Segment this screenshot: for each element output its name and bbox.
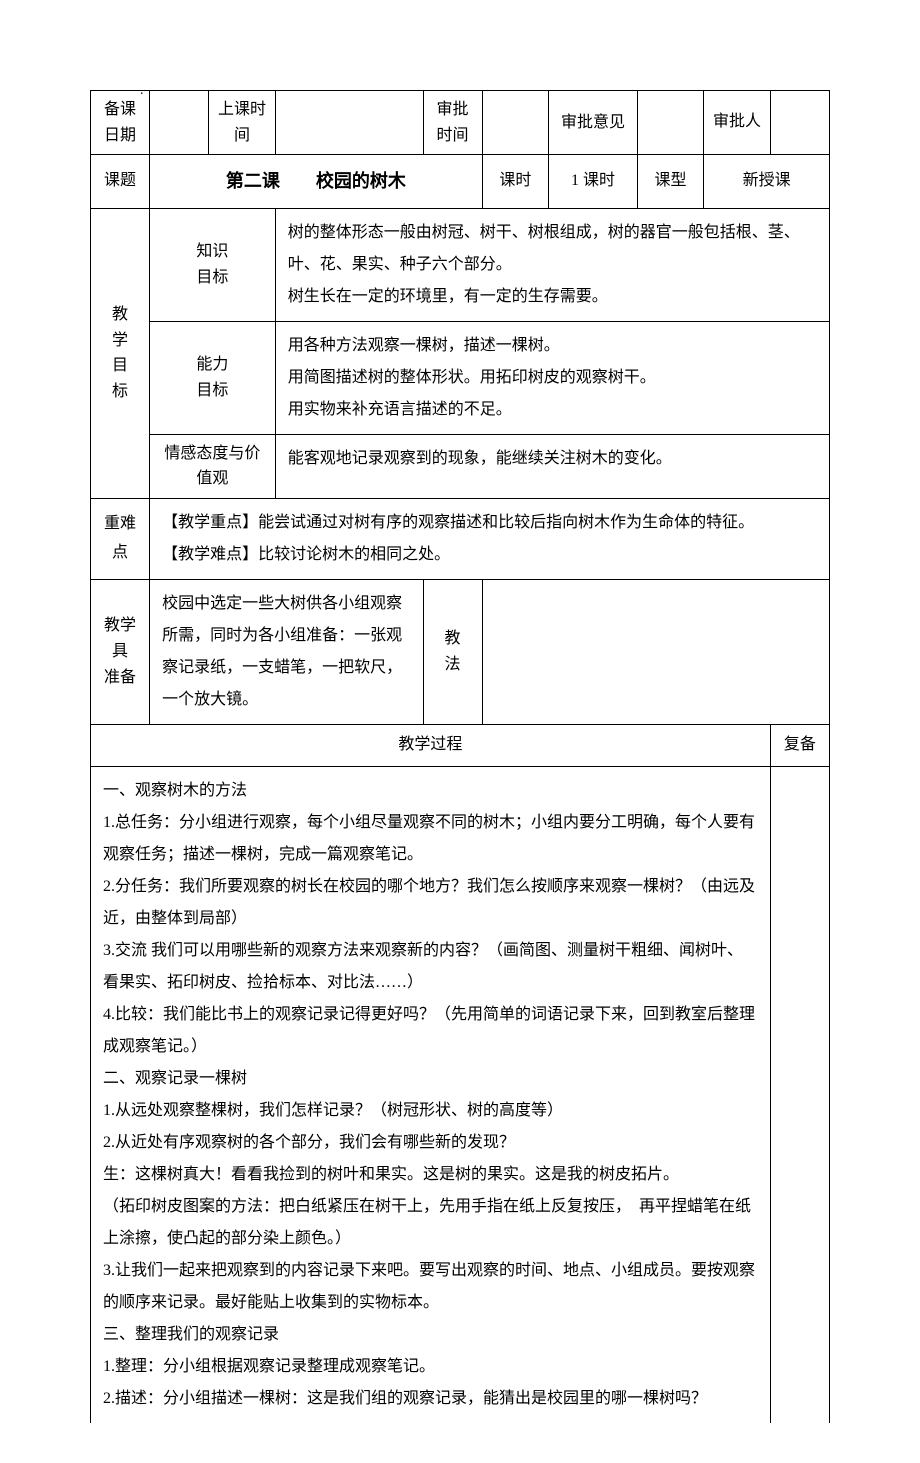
ability-goal-content: 用各种方法观察一棵树，描述一棵树。用简图描述树的整体形状。用拓印树皮的观察树干。… [275,321,829,434]
lesson-title: 第二课 校园的树木 [150,155,483,208]
class-time-label: 上课时间 [209,91,276,155]
fubei-content [770,766,829,1423]
knowledge-goal-label: 知识目标 [150,208,276,321]
process-label: 教学过程 [91,724,771,766]
title-row: 课题 第二课 校园的树木 课时 1 课时 课型 新授课 [91,155,830,208]
knowledge-goal-content: 树的整体形态一般由树冠、树干、树根组成，树的器官一般包括根、茎、叶、花、果实、种… [275,208,829,321]
preparation-content: 校园中选定一些大树供各小组观察所需，同时为各小组准备：一张观察记录纸，一支蜡笔，… [150,579,423,724]
process-content-row: 一、观察树木的方法1.总任务：分小组进行观察，每个小组尽量观察不同的树木；小组内… [91,766,830,1423]
topic-label: 课题 [91,155,150,208]
fubei-label: 复备 [770,724,829,766]
emotion-goal-content: 能客观地记录观察到的现象，能继续关注树木的变化。 [275,434,829,498]
goals-knowledge-row: 教学目标 知识目标 树的整体形态一般由树冠、树干、树根组成，树的器官一般包括根、… [91,208,830,321]
keshi-value: 1 课时 [549,155,638,208]
preparation-label: 教学具准备 [91,579,150,724]
prep-date-value [150,91,209,155]
preparation-row: 教学具准备 校园中选定一些大树供各小组观察所需，同时为各小组准备：一张观察记录纸… [91,579,830,724]
emotion-goal-label: 情感态度与价值观 [150,434,276,498]
header-row: 备课日期 上课时间 审批时间 审批意见 审批人 [91,91,830,155]
method-label: 教法 [423,579,482,724]
keshi-label: 课时 [482,155,549,208]
difficulty-content: 【教学重点】能尝试通过对树有序的观察描述和比较后指向树木作为生命体的特征。【教学… [150,498,830,579]
method-content [482,579,829,724]
approval-time-value [482,91,549,155]
ability-goal-label: 能力目标 [150,321,276,434]
approver-label: 审批人 [704,91,771,155]
kexing-value: 新授课 [704,155,830,208]
approval-opinion-value [637,91,704,155]
class-time-value [275,91,423,155]
process-header-row: 教学过程 复备 [91,724,830,766]
lesson-plan-table: 备课日期 上课时间 审批时间 审批意见 审批人 课题 第二课 校园的树木 课时 … [90,90,830,1423]
difficulty-row: 重难点 【教学重点】能尝试通过对树有序的观察描述和比较后指向树木作为生命体的特征… [91,498,830,579]
difficulty-label: 重难点 [91,498,150,579]
approval-opinion-label: 审批意见 [549,91,638,155]
approver-value [770,91,829,155]
goals-ability-row: 能力目标 用各种方法观察一棵树，描述一棵树。用简图描述树的整体形状。用拓印树皮的… [91,321,830,434]
kexing-label: 课型 [637,155,704,208]
approval-time-label: 审批时间 [423,91,482,155]
goals-emotion-row: 情感态度与价值观 能客观地记录观察到的现象，能继续关注树木的变化。 [91,434,830,498]
process-content: 一、观察树木的方法1.总任务：分小组进行观察，每个小组尽量观察不同的树木；小组内… [91,766,771,1423]
goals-section-label: 教学目标 [91,208,150,498]
